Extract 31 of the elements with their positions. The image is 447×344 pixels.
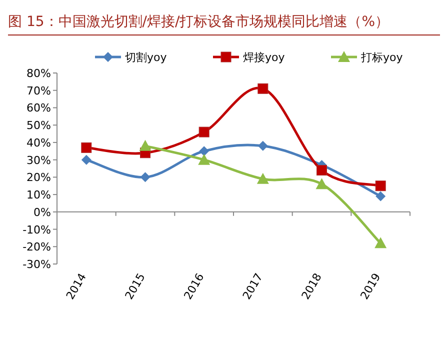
point <box>81 142 92 153</box>
y-tick-label: 70% <box>26 84 51 98</box>
point <box>258 140 268 151</box>
chart-title: 图 15：中国激光切割/焊接/打标设备市场规模同比增速（%） <box>8 14 390 30</box>
y-tick-label: 50% <box>26 119 51 132</box>
point <box>256 172 269 184</box>
legend-label: 打标yoy <box>360 51 404 64</box>
point <box>374 237 387 248</box>
y-tick-label: -20% <box>22 240 51 254</box>
y-tick-label: 10% <box>26 188 51 202</box>
point <box>316 164 327 176</box>
y-tick-label: -30% <box>22 258 51 271</box>
y-tick-label: 60% <box>26 102 51 115</box>
point <box>375 180 386 192</box>
point <box>316 178 328 190</box>
point <box>376 191 386 202</box>
y-tick-label: 30% <box>26 154 51 167</box>
point <box>198 154 210 165</box>
point <box>139 140 152 151</box>
legend-label: 切割yoy <box>125 51 168 64</box>
y-tick-label: 80% <box>26 67 51 80</box>
point <box>199 146 210 156</box>
point <box>81 154 92 165</box>
y-tick-label: 20% <box>26 171 51 184</box>
y-tick-label: 0% <box>34 206 51 219</box>
legend-label: 焊接yoy <box>243 51 286 64</box>
point <box>198 126 210 138</box>
point <box>140 172 150 182</box>
point <box>258 83 268 94</box>
y-tick-label: 40% <box>26 136 51 150</box>
y-tick-label: -10% <box>22 223 51 236</box>
